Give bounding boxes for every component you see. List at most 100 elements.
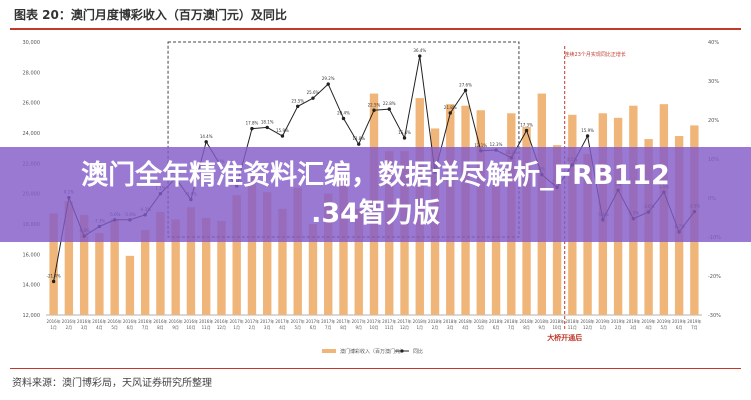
bar <box>140 230 150 315</box>
axes: 12,00014,00016,00018,00020,00022,00024,0… <box>23 40 722 330</box>
x-tick-year: 2016年 <box>47 318 61 324</box>
legend-line-label: 同比 <box>413 348 423 355</box>
bar <box>125 255 135 315</box>
yoy-point <box>265 125 269 130</box>
x-tick-year: 2016年 <box>214 318 228 324</box>
left-tick-label: 30,000 <box>23 40 41 46</box>
x-tick-year: 2018年 <box>565 318 579 324</box>
x-tick-month: 1月 <box>600 325 607 330</box>
yoy-data-label: 15.9% <box>581 128 594 133</box>
x-tick-year: 2017年 <box>306 318 320 324</box>
yoy-data-label: 21.8% <box>444 105 457 110</box>
bridge-opening-label: 大桥开通后 <box>547 333 582 342</box>
x-tick-year: 2019年 <box>672 318 686 324</box>
x-tick-year: 2016年 <box>77 318 91 324</box>
right-tick-label: 20% <box>708 118 719 124</box>
x-tick-month: 12月 <box>400 325 409 330</box>
yoy-data-label: 25.6% <box>307 90 320 95</box>
yoy-data-label: 20.4% <box>337 110 350 115</box>
x-tick-month: 7月 <box>142 325 149 330</box>
x-tick-year: 2019年 <box>611 318 625 324</box>
left-tick-label: 14,000 <box>23 283 41 289</box>
x-tick-month: 10月 <box>553 325 562 330</box>
legend-line-marker <box>400 349 404 353</box>
yoy-data-label: 14.4% <box>200 134 213 139</box>
banner-title: 澳门全年精准资料汇编，数据详尽解析_FRB112 .34智力版 <box>0 147 751 233</box>
x-tick-year: 2017年 <box>230 318 244 324</box>
banner-line-1: 澳门全年精准资料汇编，数据详尽解析_FRB112 <box>81 160 670 191</box>
x-tick-year: 2017年 <box>245 318 259 324</box>
x-tick-year: 2019年 <box>657 318 671 324</box>
bar <box>171 219 180 315</box>
x-tick-month: 3月 <box>447 325 454 330</box>
bar <box>201 217 211 315</box>
x-tick-year: 2019年 <box>687 318 701 324</box>
bar <box>339 178 348 315</box>
yoy-point <box>311 96 315 100</box>
bar <box>64 201 74 315</box>
bar <box>49 213 58 315</box>
bar <box>247 176 257 315</box>
bar <box>95 233 104 315</box>
yoy-data-label: 13.8% <box>352 136 365 141</box>
x-tick-month: 5月 <box>111 325 118 330</box>
x-tick-month: 1月 <box>50 325 57 330</box>
x-tick-month: 4月 <box>279 325 286 330</box>
yoy-data-label: 18.1% <box>261 119 274 124</box>
yoy-point <box>524 128 529 133</box>
x-tick-year: 2018年 <box>458 318 472 324</box>
bar <box>491 181 501 315</box>
yoy-point <box>51 279 56 284</box>
yoy-point <box>448 111 452 115</box>
bar <box>278 208 287 315</box>
figure-title: 图表 20：澳门月度博彩收入（百万澳门元）及同比 <box>14 8 287 22</box>
x-tick-year: 2016年 <box>123 318 137 324</box>
x-tick-month: 2月 <box>249 325 256 330</box>
x-tick-year: 2017年 <box>291 318 305 324</box>
x-tick-year: 2018年 <box>443 318 457 324</box>
x-tick-month: 5月 <box>294 325 301 330</box>
x-tick-month: 8月 <box>157 325 164 330</box>
x-tick-month: 3月 <box>264 325 271 330</box>
x-tick-month: 6月 <box>310 325 317 330</box>
x-tick-year: 2018年 <box>489 318 503 324</box>
bar <box>156 211 165 315</box>
yoy-point <box>341 116 346 121</box>
bar <box>293 187 302 315</box>
bar <box>232 195 241 315</box>
x-tick-month: 5月 <box>478 325 485 330</box>
x-tick-month: 10月 <box>186 325 195 330</box>
bar <box>354 208 363 315</box>
yoy-point <box>326 82 330 86</box>
title-rule <box>10 28 741 30</box>
yoy-data-label: 23.5% <box>291 98 304 103</box>
x-tick-month: 11月 <box>385 325 394 330</box>
bar <box>79 214 89 315</box>
x-tick-month: 1月 <box>233 325 240 330</box>
left-tick-label: 16,000 <box>23 252 41 258</box>
yoy-data-label: 22.8% <box>383 101 396 106</box>
yoy-data-label: 12.3% <box>490 142 503 147</box>
x-tick-year: 2018年 <box>413 318 427 324</box>
x-tick-month: 12月 <box>583 325 592 330</box>
yoy-point <box>585 134 590 138</box>
x-tick-month: 7月 <box>508 325 515 330</box>
right-tick-label: -30% <box>708 313 721 319</box>
legend: 澳门博彩收入（百万澳门元） 同比 <box>322 348 423 355</box>
yoy-data-label: -21.4% <box>47 273 61 278</box>
x-tick-year: 2017年 <box>397 318 411 324</box>
yoy-point <box>418 54 422 58</box>
x-tick-year: 2019年 <box>642 318 656 324</box>
yoy-point <box>296 104 300 109</box>
x-tick-month: 12月 <box>217 325 226 330</box>
x-tick-month: 3月 <box>81 325 88 330</box>
yoy-point <box>402 136 407 140</box>
x-tick-year: 2016年 <box>153 318 167 324</box>
x-tick-month: 9月 <box>172 325 179 330</box>
x-tick-month: 9月 <box>539 325 546 330</box>
x-tick-year: 2017年 <box>260 318 274 324</box>
x-tick-year: 2017年 <box>367 318 381 324</box>
x-tick-month: 8月 <box>523 325 530 330</box>
x-tick-year: 2018年 <box>428 318 442 324</box>
x-tick-month: 2月 <box>615 325 622 330</box>
